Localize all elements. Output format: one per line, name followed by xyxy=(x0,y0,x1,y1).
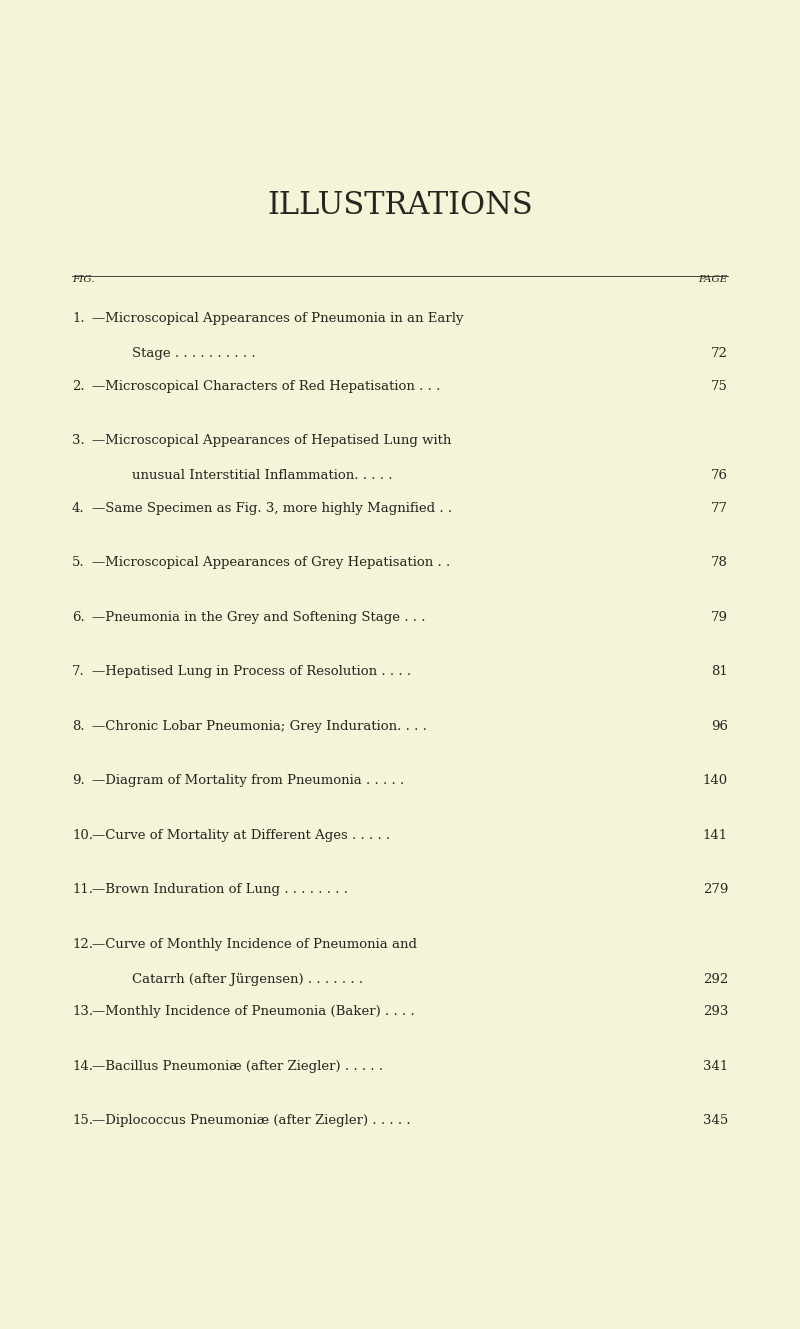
Text: —Brown Induration of Lung . . . . . . . .: —Brown Induration of Lung . . . . . . . … xyxy=(92,884,348,896)
Text: —Monthly Incidence of Pneumonia (Baker) . . . .: —Monthly Incidence of Pneumonia (Baker) … xyxy=(92,1006,414,1018)
Text: —Curve of Monthly Incidence of Pneumonia and: —Curve of Monthly Incidence of Pneumonia… xyxy=(92,938,417,950)
Text: —Diplococcus Pneumoniæ (after Ziegler) . . . . .: —Diplococcus Pneumoniæ (after Ziegler) .… xyxy=(92,1115,410,1127)
Text: —Same Specimen as Fig. 3, more highly Magnified . .: —Same Specimen as Fig. 3, more highly Ma… xyxy=(92,502,452,514)
Text: PAGE: PAGE xyxy=(698,275,728,283)
Text: 2.: 2. xyxy=(72,380,85,393)
Text: —Microscopical Characters of Red Hepatisation . . .: —Microscopical Characters of Red Hepatis… xyxy=(92,380,440,393)
Text: —Pneumonia in the Grey and Softening Stage . . .: —Pneumonia in the Grey and Softening Sta… xyxy=(92,611,426,623)
Text: 279: 279 xyxy=(702,884,728,896)
Text: 75: 75 xyxy=(711,380,728,393)
Text: 345: 345 xyxy=(702,1115,728,1127)
Text: 141: 141 xyxy=(703,829,728,841)
Text: 7.: 7. xyxy=(72,666,85,678)
Text: —Microscopical Appearances of Hepatised Lung with: —Microscopical Appearances of Hepatised … xyxy=(92,435,451,448)
Text: 140: 140 xyxy=(703,775,728,787)
Text: —Microscopical Appearances of Grey Hepatisation . .: —Microscopical Appearances of Grey Hepat… xyxy=(92,557,450,569)
Text: 14.: 14. xyxy=(72,1061,93,1073)
Text: 12.: 12. xyxy=(72,938,93,950)
Text: 96: 96 xyxy=(711,720,728,732)
Text: 1.: 1. xyxy=(72,312,85,326)
Text: 10.: 10. xyxy=(72,829,93,841)
Text: 4.: 4. xyxy=(72,502,85,514)
Text: 72: 72 xyxy=(711,347,728,360)
Text: Catarrh (after Jürgensen) . . . . . . .: Catarrh (after Jürgensen) . . . . . . . xyxy=(132,973,363,986)
Text: 78: 78 xyxy=(711,557,728,569)
Text: 9.: 9. xyxy=(72,775,85,787)
Text: —Microscopical Appearances of Pneumonia in an Early: —Microscopical Appearances of Pneumonia … xyxy=(92,312,463,326)
Text: ILLUSTRATIONS: ILLUSTRATIONS xyxy=(267,190,533,222)
Text: unusual Interstitial Inflammation. . . . .: unusual Interstitial Inflammation. . . .… xyxy=(132,469,393,482)
Text: 81: 81 xyxy=(711,666,728,678)
Text: FIG.: FIG. xyxy=(72,275,94,283)
Text: 6.: 6. xyxy=(72,611,85,623)
Text: 76: 76 xyxy=(711,469,728,482)
Text: —Curve of Mortality at Different Ages . . . . .: —Curve of Mortality at Different Ages . … xyxy=(92,829,390,841)
Text: 341: 341 xyxy=(702,1061,728,1073)
Text: 292: 292 xyxy=(702,973,728,986)
Text: 5.: 5. xyxy=(72,557,85,569)
Text: 3.: 3. xyxy=(72,435,85,448)
Text: —Chronic Lobar Pneumonia; Grey Induration. . . .: —Chronic Lobar Pneumonia; Grey Induratio… xyxy=(92,720,427,732)
Text: 11.: 11. xyxy=(72,884,93,896)
Text: 79: 79 xyxy=(711,611,728,623)
Text: 13.: 13. xyxy=(72,1006,93,1018)
Text: —Diagram of Mortality from Pneumonia . . . . .: —Diagram of Mortality from Pneumonia . .… xyxy=(92,775,404,787)
Text: Stage . . . . . . . . . .: Stage . . . . . . . . . . xyxy=(132,347,256,360)
Text: 77: 77 xyxy=(711,502,728,514)
Text: 8.: 8. xyxy=(72,720,85,732)
Text: 15.: 15. xyxy=(72,1115,93,1127)
Text: —Hepatised Lung in Process of Resolution . . . .: —Hepatised Lung in Process of Resolution… xyxy=(92,666,411,678)
Text: 293: 293 xyxy=(702,1006,728,1018)
Text: —Bacillus Pneumoniæ (after Ziegler) . . . . .: —Bacillus Pneumoniæ (after Ziegler) . . … xyxy=(92,1061,383,1073)
